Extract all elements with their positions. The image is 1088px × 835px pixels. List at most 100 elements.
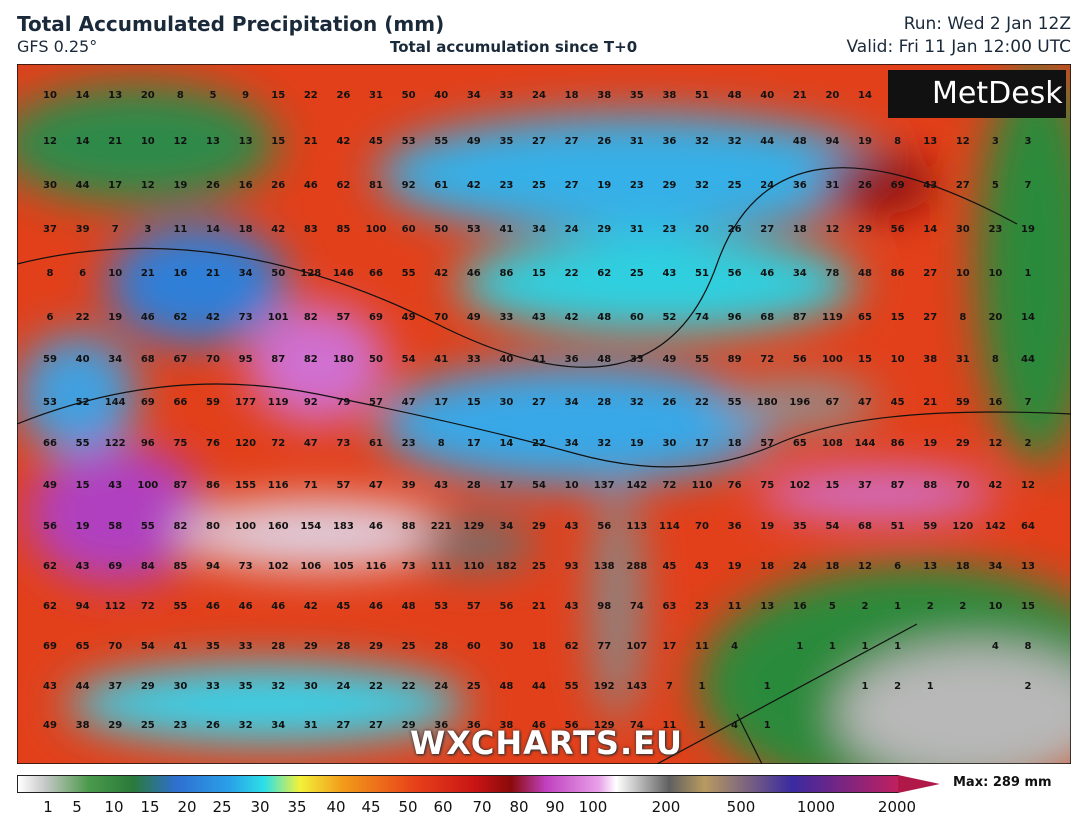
grid-value: 137 bbox=[594, 480, 615, 491]
grid-value: 70 bbox=[206, 354, 220, 365]
grid-value: 114 bbox=[659, 521, 680, 532]
grid-value: 19 bbox=[1021, 224, 1035, 235]
grid-value: 55 bbox=[728, 397, 742, 408]
grid-value: 58 bbox=[108, 521, 122, 532]
grid-value: 66 bbox=[173, 397, 187, 408]
grid-value: 15 bbox=[825, 480, 839, 491]
grid-value: 1 bbox=[862, 681, 869, 692]
grid-value: 38 bbox=[923, 354, 937, 365]
grid-value: 31 bbox=[630, 136, 644, 147]
grid-value: 129 bbox=[463, 521, 484, 532]
grid-value: 2 bbox=[959, 601, 966, 612]
grid-value: 15 bbox=[1021, 601, 1035, 612]
grid-value: 129 bbox=[594, 720, 615, 731]
grid-value: 25 bbox=[467, 681, 481, 692]
grid-value: 30 bbox=[43, 180, 57, 191]
grid-value: 2 bbox=[862, 601, 869, 612]
grid-value: 25 bbox=[402, 641, 416, 652]
grid-value: 54 bbox=[825, 521, 839, 532]
colorbar-label: 30 bbox=[250, 798, 270, 816]
grid-value: 196 bbox=[789, 397, 810, 408]
grid-value: 182 bbox=[496, 561, 517, 572]
grid-value: 30 bbox=[499, 641, 513, 652]
grid-value: 31 bbox=[825, 180, 839, 191]
grid-value: 5 bbox=[829, 601, 836, 612]
grid-value: 44 bbox=[532, 681, 546, 692]
grid-value: 19 bbox=[630, 438, 644, 449]
grid-value: 10 bbox=[988, 268, 1002, 279]
grid-value: 16 bbox=[239, 180, 253, 191]
grid-value: 21 bbox=[304, 136, 318, 147]
grid-value: 54 bbox=[141, 641, 155, 652]
grid-value: 56 bbox=[728, 268, 742, 279]
grid-value: 81 bbox=[369, 180, 383, 191]
grid-value: 24 bbox=[793, 561, 807, 572]
grid-value: 53 bbox=[434, 601, 448, 612]
grid-value: 1 bbox=[829, 641, 836, 652]
grid-value: 73 bbox=[239, 561, 253, 572]
grid-value: 50 bbox=[434, 224, 448, 235]
grid-value: 12 bbox=[141, 180, 155, 191]
grid-value: 21 bbox=[108, 136, 122, 147]
grid-value: 66 bbox=[43, 438, 57, 449]
grid-value: 30 bbox=[173, 681, 187, 692]
grid-value: 14 bbox=[1021, 312, 1035, 323]
grid-value: 55 bbox=[402, 268, 416, 279]
grid-value: 20 bbox=[988, 312, 1002, 323]
grid-value: 48 bbox=[858, 268, 872, 279]
grid-value: 33 bbox=[499, 312, 513, 323]
grid-value: 17 bbox=[434, 397, 448, 408]
model: GFS 0.25° bbox=[17, 37, 98, 56]
grid-value: 49 bbox=[662, 354, 676, 365]
grid-value: 82 bbox=[173, 521, 187, 532]
grid-value: 69 bbox=[108, 561, 122, 572]
grid-value: 46 bbox=[206, 601, 220, 612]
colorbar-label: 90 bbox=[545, 798, 565, 816]
grid-value: 35 bbox=[793, 521, 807, 532]
colorbar bbox=[17, 775, 899, 793]
grid-value: 8 bbox=[47, 268, 54, 279]
grid-value: 27 bbox=[532, 397, 546, 408]
grid-value: 16 bbox=[988, 397, 1002, 408]
grid-value: 48 bbox=[728, 90, 742, 101]
grid-value: 72 bbox=[141, 601, 155, 612]
grid-value: 72 bbox=[760, 354, 774, 365]
grid-value: 142 bbox=[626, 480, 647, 491]
grid-value: 14 bbox=[206, 224, 220, 235]
grid-value: 13 bbox=[923, 136, 937, 147]
grid-value: 35 bbox=[499, 136, 513, 147]
grid-value: 64 bbox=[1021, 521, 1035, 532]
grid-value: 61 bbox=[369, 438, 383, 449]
grid-value: 154 bbox=[300, 521, 321, 532]
grid-value: 100 bbox=[235, 521, 256, 532]
grid-value: 1 bbox=[1025, 268, 1032, 279]
grid-value: 88 bbox=[402, 521, 416, 532]
grid-value: 53 bbox=[467, 224, 481, 235]
grid-value: 35 bbox=[630, 90, 644, 101]
grid-value: 108 bbox=[822, 438, 843, 449]
grid-value: 11 bbox=[662, 720, 676, 731]
grid-value: 7 bbox=[1025, 180, 1032, 191]
grid-value: 51 bbox=[891, 521, 905, 532]
grid-value: 6 bbox=[894, 561, 901, 572]
grid-value: 15 bbox=[858, 354, 872, 365]
grid-value: 24 bbox=[760, 180, 774, 191]
grid-value: 180 bbox=[333, 354, 354, 365]
map: 10 14 13 20 8 5 9 15 22 26 31 50 40 34 33 24 18 38 35 38 51 4… bbox=[17, 64, 1071, 764]
grid-value: 15 bbox=[467, 397, 481, 408]
grid-value: 10 bbox=[141, 136, 155, 147]
grid-value: 18 bbox=[793, 224, 807, 235]
grid-value: 62 bbox=[565, 641, 579, 652]
grid-value: 55 bbox=[695, 354, 709, 365]
grid-value: 42 bbox=[304, 601, 318, 612]
grid-value: 8 bbox=[894, 136, 901, 147]
grid-value: 46 bbox=[760, 268, 774, 279]
grid-value: 87 bbox=[271, 354, 285, 365]
grid-value: 28 bbox=[434, 641, 448, 652]
grid-value: 34 bbox=[108, 354, 122, 365]
grid-value: 78 bbox=[825, 268, 839, 279]
grid-value: 41 bbox=[532, 354, 546, 365]
grid-value: 24 bbox=[434, 681, 448, 692]
grid-value: 74 bbox=[630, 601, 644, 612]
valid-time: Valid: Fri 11 Jan 12:00 UTC bbox=[846, 37, 1072, 57]
